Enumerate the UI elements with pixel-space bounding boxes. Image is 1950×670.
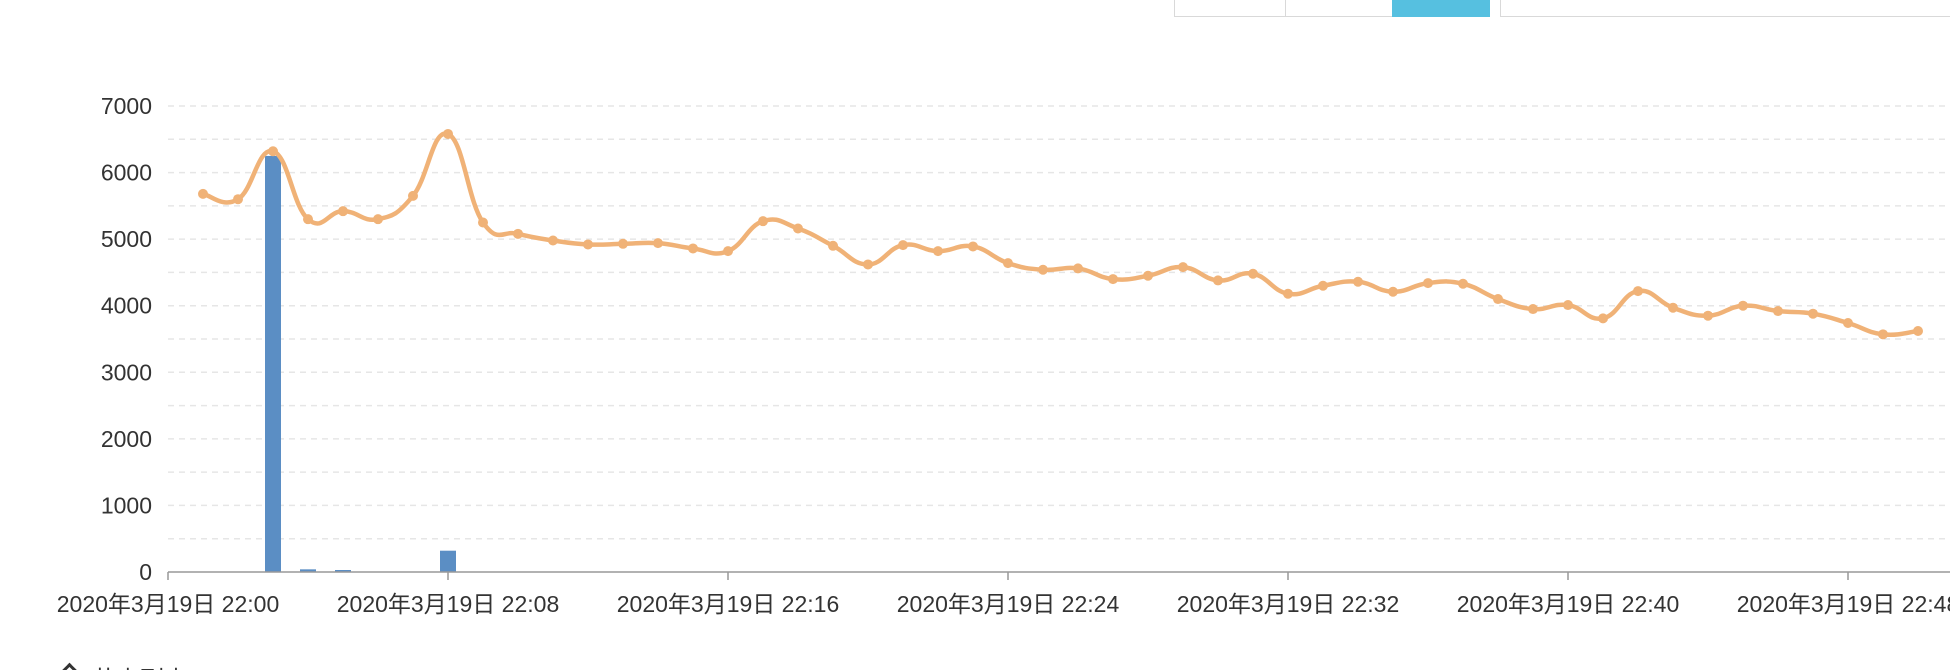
line-point[interactable]: [198, 188, 208, 199]
y-tick-label: 3000: [101, 359, 152, 385]
line-point[interactable]: [303, 214, 313, 225]
line-point[interactable]: [1423, 278, 1433, 289]
y-tick-label: 6000: [101, 160, 152, 186]
x-tick-label: 2020年3月19日 22:48: [1737, 591, 1950, 617]
line-point[interactable]: [1073, 263, 1083, 274]
line-point[interactable]: [373, 214, 383, 225]
line-point[interactable]: [268, 146, 278, 157]
line-point[interactable]: [1528, 304, 1538, 315]
line-point[interactable]: [933, 246, 943, 257]
line-point[interactable]: [898, 240, 908, 251]
line-point[interactable]: [548, 235, 558, 246]
line-point[interactable]: [688, 243, 698, 254]
line-point[interactable]: [1108, 274, 1118, 285]
line-point[interactable]: [793, 223, 803, 234]
line-point[interactable]: [968, 241, 978, 252]
line-point[interactable]: [1913, 326, 1923, 337]
line-point[interactable]: [233, 194, 243, 205]
line-point[interactable]: [1843, 318, 1853, 329]
line-point[interactable]: [1388, 286, 1398, 297]
line-point[interactable]: [583, 239, 593, 250]
line-point[interactable]: [1143, 270, 1153, 281]
line-point[interactable]: [758, 216, 768, 227]
bar[interactable]: [265, 155, 281, 572]
y-tick-label: 0: [139, 559, 152, 585]
x-tick-label: 2020年3月19日 22:32: [1177, 591, 1400, 617]
view-toggle-segment-3-active[interactable]: [1392, 0, 1490, 17]
line-point[interactable]: [1248, 268, 1258, 279]
y-tick-label: 5000: [101, 226, 152, 252]
line-point[interactable]: [1458, 278, 1468, 289]
bar[interactable]: [300, 569, 316, 572]
line-point[interactable]: [828, 240, 838, 251]
line-series: [198, 128, 1923, 340]
y-tick-label: 7000: [101, 93, 152, 119]
line-point[interactable]: [653, 238, 663, 249]
line-point[interactable]: [1038, 264, 1048, 275]
x-tick-label: 2020年3月19日 22:40: [1457, 591, 1680, 617]
line-point[interactable]: [1808, 308, 1818, 319]
gridlines: [168, 105, 1950, 540]
line-point[interactable]: [1213, 275, 1223, 286]
y-tick-label: 2000: [101, 426, 152, 452]
bar[interactable]: [335, 570, 351, 572]
x-tick-label: 2020年3月19日 22:24: [897, 591, 1120, 617]
line-point[interactable]: [443, 128, 453, 139]
line-point[interactable]: [618, 238, 628, 249]
y-tick-label: 1000: [101, 492, 152, 518]
line-point[interactable]: [1353, 276, 1363, 287]
line-point[interactable]: [1773, 306, 1783, 317]
x-tick-label: 2020年3月19日 22:00: [57, 591, 280, 617]
line-point[interactable]: [1668, 302, 1678, 313]
y-tick-label: 4000: [101, 293, 152, 319]
view-toggle-segment-4[interactable]: [1500, 0, 1950, 17]
line-path: [200, 131, 1921, 337]
line-point[interactable]: [513, 228, 523, 239]
line-point[interactable]: [1178, 262, 1188, 273]
bar[interactable]: [440, 550, 456, 572]
line-point[interactable]: [1738, 300, 1748, 311]
line-point[interactable]: [1563, 300, 1573, 311]
line-point[interactable]: [863, 259, 873, 270]
line-point[interactable]: [1878, 329, 1888, 340]
line-point[interactable]: [1318, 280, 1328, 291]
line-point[interactable]: [1703, 310, 1713, 321]
node-list-heading: 节点列表: [92, 660, 188, 670]
line-point[interactable]: [1493, 294, 1503, 305]
x-axis-ticks: 2020年3月19日 22:00 2020年3月19日 22:08 2020年3月1…: [57, 572, 1950, 617]
x-tick-label: 2020年3月19日 22:08: [337, 591, 560, 617]
line-point[interactable]: [1283, 288, 1293, 299]
line-point[interactable]: [408, 190, 418, 201]
line-point[interactable]: [723, 246, 733, 257]
line-point[interactable]: [1633, 286, 1643, 297]
bar-series: [265, 155, 456, 572]
x-tick-label: 2020年3月19日 22:16: [617, 591, 840, 617]
line-point[interactable]: [338, 206, 348, 217]
y-axis-ticks: 0 1000 2000 3000 4000 5000 6000 7000: [101, 93, 152, 585]
line-point[interactable]: [478, 217, 488, 228]
line-point[interactable]: [1598, 313, 1608, 324]
line-point[interactable]: [1003, 258, 1013, 269]
